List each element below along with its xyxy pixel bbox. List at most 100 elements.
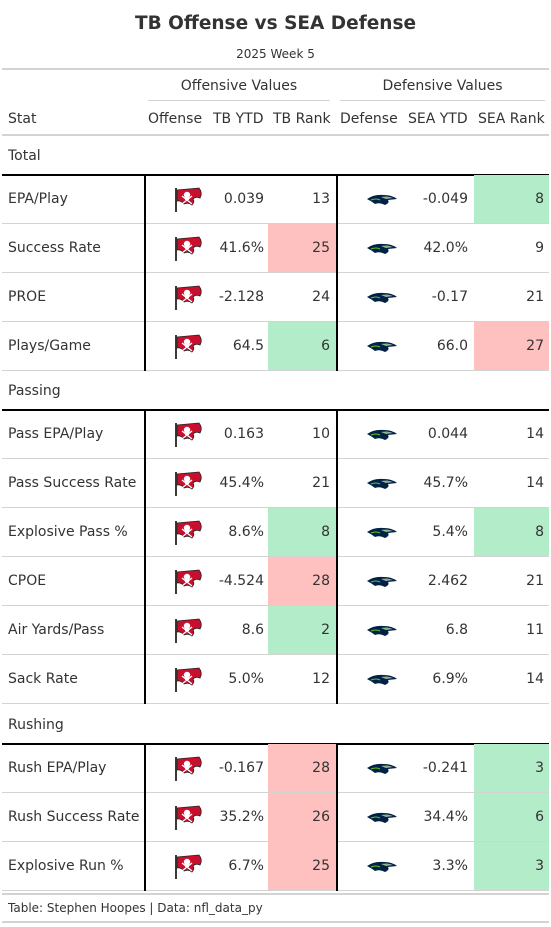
tb-rank-value: 8 xyxy=(321,524,330,540)
group-bottom-rule xyxy=(2,890,549,891)
tb-rank-highlight xyxy=(268,557,336,605)
buccaneers-flag-logo-icon xyxy=(172,469,204,501)
sea-ytd-value: 2.462 xyxy=(427,573,468,589)
tb-rank-value: 25 xyxy=(312,858,330,874)
row-divider xyxy=(2,321,549,322)
sea-ytd-value: -0.049 xyxy=(422,191,468,207)
table-row: EPA/Play 0.039 13 -0.049 8 xyxy=(2,175,549,224)
row-divider xyxy=(2,272,549,273)
sea-ytd-value: 45.7% xyxy=(423,475,468,491)
defense-divider xyxy=(336,174,338,371)
spanner-defensive-rule xyxy=(340,100,545,101)
row-divider xyxy=(2,507,549,508)
table-row: PROE -2.128 24 -0.17 21 xyxy=(2,273,549,322)
sea-ytd-value: 0.044 xyxy=(427,426,468,442)
tb-ytd-value: -4.524 xyxy=(218,573,264,589)
tb-ytd-value: 0.163 xyxy=(223,426,264,442)
table-row: Explosive Run % 6.7% 25 3.3% 3 xyxy=(2,842,549,891)
seahawks-logo-icon xyxy=(366,192,398,211)
column-header-defense: Defense xyxy=(340,111,398,127)
sea-ytd-value: 66.0 xyxy=(436,338,468,354)
tb-rank-highlight xyxy=(268,508,336,556)
table-row: Sack Rate 5.0% 12 6.9% 14 xyxy=(2,655,549,704)
table-subtitle: 2025 Week 5 xyxy=(236,47,315,61)
column-header-rule xyxy=(2,134,549,136)
tb-rank-value: 6 xyxy=(321,338,330,354)
sea-rank-value: 6 xyxy=(535,809,544,825)
group-bottom-rule xyxy=(2,703,549,704)
offense-divider xyxy=(144,174,146,371)
tb-ytd-value: 8.6% xyxy=(228,524,264,540)
column-header-stat: Stat xyxy=(8,111,37,127)
tb-ytd-value: -0.167 xyxy=(218,760,264,776)
sea-ytd-value: 6.9% xyxy=(432,671,468,687)
stat-label: CPOE xyxy=(8,573,47,589)
group-top-full-rule xyxy=(2,409,549,411)
group-label-total: Total xyxy=(8,148,41,164)
buccaneers-flag-logo-icon xyxy=(172,803,204,835)
tb-ytd-value: -2.128 xyxy=(218,289,264,305)
group-label-rushing: Rushing xyxy=(8,717,64,733)
sea-ytd-value: -0.241 xyxy=(422,760,468,776)
sea-ytd-value: 3.3% xyxy=(432,858,468,874)
row-divider xyxy=(2,223,549,224)
table-row: Success Rate 41.6% 25 42.0% 9 xyxy=(2,224,549,273)
buccaneers-flag-logo-icon xyxy=(172,518,204,550)
tb-rank-value: 12 xyxy=(312,671,330,687)
tb-rank-highlight xyxy=(268,793,336,841)
sea-ytd-value: 42.0% xyxy=(423,240,468,256)
offense-divider xyxy=(144,743,146,891)
source-note: Table: Stephen Hoopes | Data: nfl_data_p… xyxy=(8,901,263,915)
defense-divider xyxy=(336,743,338,891)
buccaneers-flag-logo-icon xyxy=(172,754,204,786)
seahawks-logo-icon xyxy=(366,241,398,260)
sea-rank-value: 8 xyxy=(535,524,544,540)
sea-rank-highlight xyxy=(474,744,549,792)
stat-label: Pass Success Rate xyxy=(8,475,137,491)
defense-divider xyxy=(336,409,338,704)
footer-bottom-rule xyxy=(2,921,549,923)
table-row: Rush Success Rate 35.2% 26 34.4% 6 xyxy=(2,793,549,842)
row-divider xyxy=(2,654,549,655)
seahawks-logo-icon xyxy=(366,623,398,642)
seahawks-logo-icon xyxy=(366,525,398,544)
seahawks-logo-icon xyxy=(366,476,398,495)
table-row: Plays/Game 64.5 6 66.0 27 xyxy=(2,322,549,371)
row-divider xyxy=(2,556,549,557)
buccaneers-flag-logo-icon xyxy=(172,567,204,599)
row-divider xyxy=(2,458,549,459)
stat-label: Explosive Run % xyxy=(8,858,124,874)
table-row: Rush EPA/Play -0.167 28 -0.241 3 xyxy=(2,744,549,793)
tb-ytd-value: 5.0% xyxy=(228,671,264,687)
column-header-tb-ytd: TB YTD xyxy=(213,111,264,127)
seahawks-logo-icon xyxy=(366,339,398,358)
tb-rank-highlight xyxy=(268,606,336,654)
seahawks-logo-icon xyxy=(366,859,398,878)
sea-rank-value: 3 xyxy=(535,858,544,874)
tb-ytd-value: 0.039 xyxy=(223,191,264,207)
buccaneers-flag-logo-icon xyxy=(172,852,204,884)
column-header-tb-rank: TB Rank xyxy=(273,111,331,127)
sea-rank-value: 8 xyxy=(535,191,544,207)
sea-rank-highlight xyxy=(474,175,549,223)
offense-divider xyxy=(144,409,146,704)
buccaneers-flag-logo-icon xyxy=(172,283,204,315)
buccaneers-flag-logo-icon xyxy=(172,616,204,648)
sea-ytd-value: -0.17 xyxy=(431,289,468,305)
sea-rank-highlight xyxy=(474,508,549,556)
tb-rank-value: 10 xyxy=(312,426,330,442)
tb-rank-value: 25 xyxy=(312,240,330,256)
seahawks-logo-icon xyxy=(366,290,398,309)
buccaneers-flag-logo-icon xyxy=(172,332,204,364)
stat-label: PROE xyxy=(8,289,47,305)
stat-label: Air Yards/Pass xyxy=(8,622,105,638)
table-row: Air Yards/Pass 8.6 2 6.8 11 xyxy=(2,606,549,655)
buccaneers-flag-logo-icon xyxy=(172,420,204,452)
row-divider xyxy=(2,792,549,793)
table-title: TB Offense vs SEA Defense xyxy=(134,13,417,34)
column-header-sea-rank: SEA Rank xyxy=(478,111,545,127)
sea-rank-value: 14 xyxy=(526,475,544,491)
tb-ytd-value: 64.5 xyxy=(232,338,264,354)
seahawks-logo-icon xyxy=(366,810,398,829)
sea-ytd-value: 6.8 xyxy=(445,622,468,638)
